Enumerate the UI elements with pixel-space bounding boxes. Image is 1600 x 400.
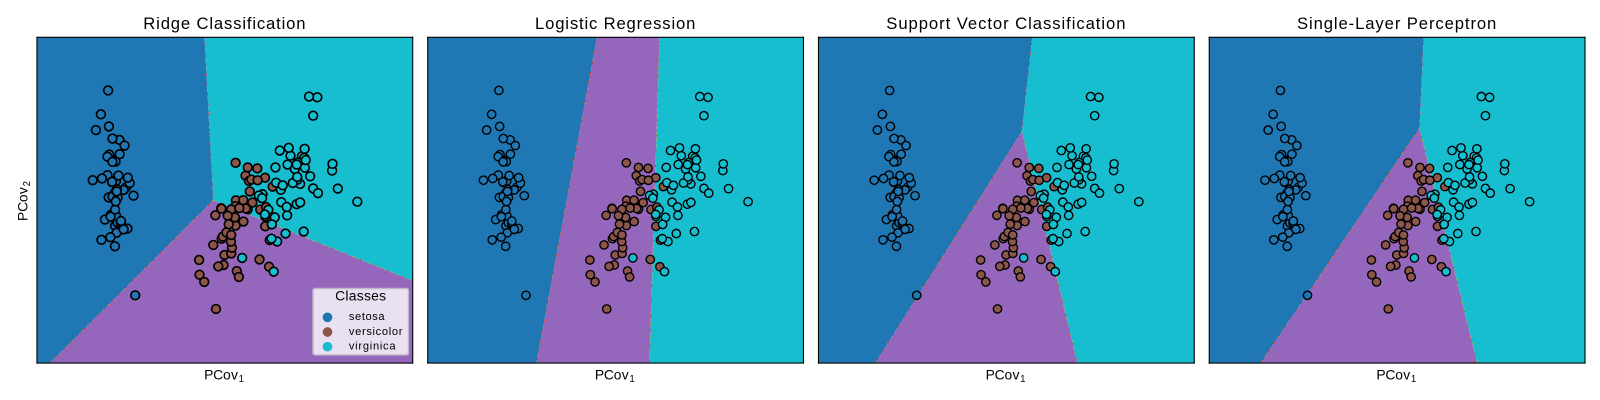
svg-text:setosa: setosa (349, 311, 386, 323)
svg-text:P C o v: P C o v 2 (8, 181, 33, 221)
svg-text:Ridge Classification: Ridge Classification (143, 14, 306, 33)
svg-text:P C o v: P C o v 1 (595, 360, 635, 385)
svg-text:P C o v: P C o v 1 (986, 360, 1026, 385)
svg-text:Support Vector Classification: Support Vector Classification (886, 14, 1126, 33)
svg-text:P C o v: P C o v 1 (204, 360, 244, 385)
svg-text:P C o v: P C o v 1 (1376, 360, 1416, 385)
svg-text:versicolor: versicolor (349, 326, 403, 338)
svg-text:Single-Layer Perceptron: Single-Layer Perceptron (1297, 14, 1497, 33)
svg-text:Logistic Regression: Logistic Regression (535, 14, 696, 33)
svg-text:virginica: virginica (349, 341, 396, 353)
svg-text:Classes: Classes (335, 288, 386, 304)
